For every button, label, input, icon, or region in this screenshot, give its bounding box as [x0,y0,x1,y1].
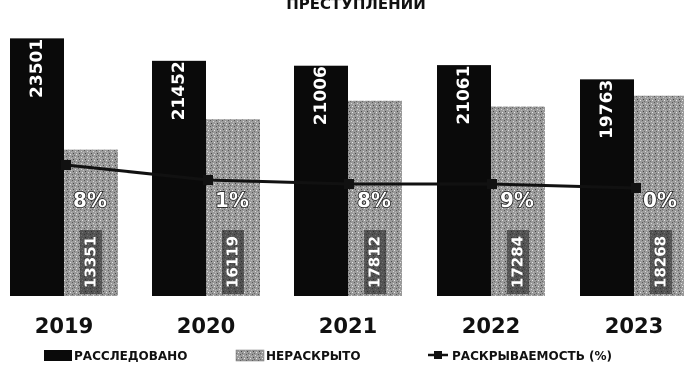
rate-label-2020: 1% [215,188,249,212]
value-label-investigated-2022: 21061 [454,66,474,125]
value-label-bg-unsolved-2020 [222,230,244,294]
chart-title: ПРЕСТУПЛЕНИЙ [286,0,426,13]
legend-swatch-unsolved [235,349,265,362]
legend-label-unsolved: НЕРАСКРЫТО [266,349,361,363]
rate-label-2023: 0% [643,188,677,212]
clearance-rate-marker-2019 [61,160,71,170]
legend-swatch-clearance-rate [428,351,448,359]
rate-label-2019: 8% [73,188,107,212]
value-label-bg-unsolved-2019 [80,230,102,294]
legend-label-investigated: РАССЛЕДОВАНО [74,349,187,363]
rate-label-2021: 8% [357,188,391,212]
legend: РАССЛЕДОВАНО НЕРАСКРЫТО РАСКРЫВАЕМОСТЬ (… [44,349,612,363]
value-label-unsolved-2023: 18268 [652,236,670,288]
x-tick-label-2019: 2019 [35,314,93,338]
value-label-investigated-2021: 21006 [311,66,331,125]
x-tick-label-2023: 2023 [605,314,663,338]
value-label-investigated-2020: 21452 [169,61,189,120]
bar-investigated-2021 [294,65,348,296]
clearance-rate-marker-2022 [487,179,497,189]
value-label-unsolved-2022: 17284 [509,236,527,288]
clearance-rate-marker-2021 [344,179,354,189]
rate-label-2022: 9% [500,188,534,212]
value-label-bg-unsolved-2022 [507,230,529,294]
bar-investigated-2022 [437,65,491,296]
clearance-rate-marker-2020 [203,175,213,185]
value-label-bg-unsolved-2021 [364,230,386,294]
value-label-unsolved-2021: 17812 [366,236,384,288]
value-label-unsolved-2020: 16119 [224,236,242,288]
x-tick-label-2021: 2021 [319,314,377,338]
x-tick-label-2022: 2022 [462,314,520,338]
value-label-bg-unsolved-2023 [650,230,672,294]
value-label-unsolved-2019: 13351 [82,236,100,288]
value-label-investigated-2023: 19763 [597,80,617,139]
value-label-investigated-2019: 23501 [27,39,47,98]
legend-label-clearance-rate: РАСКРЫВАЕМОСТЬ (%) [452,349,612,363]
x-tick-label-2020: 2020 [177,314,235,338]
bar-investigated-2019 [10,38,64,296]
clearance-rate-marker-2023 [631,183,641,193]
legend-swatch-investigated [44,350,72,361]
